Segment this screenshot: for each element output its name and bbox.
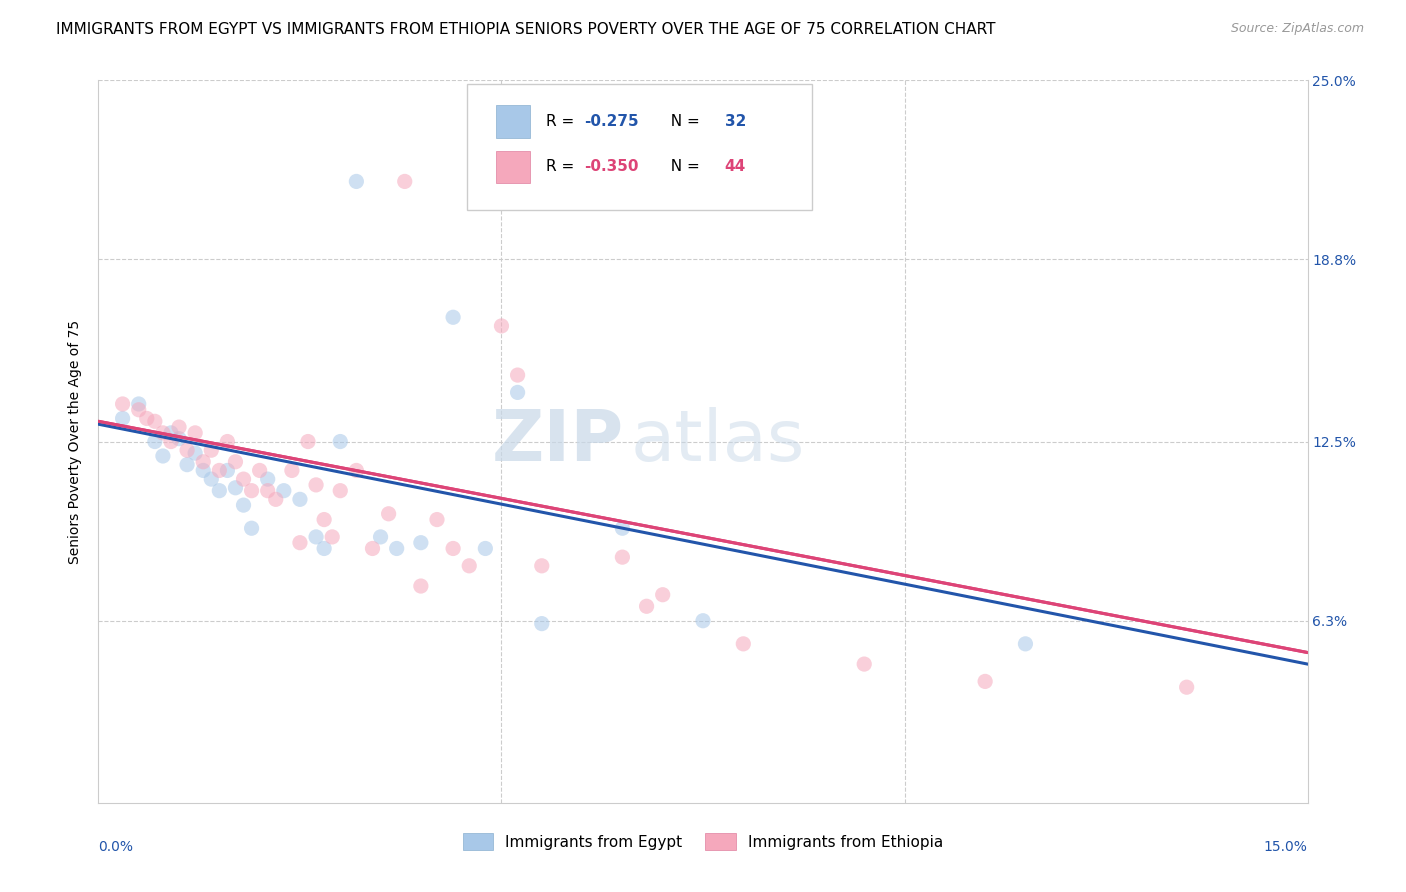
Point	[224, 455, 246, 469]
Point	[184, 425, 207, 440]
Point	[692, 614, 714, 628]
Point	[530, 558, 553, 573]
Point	[193, 463, 215, 477]
Point	[176, 443, 198, 458]
Point	[370, 530, 392, 544]
Point	[240, 521, 263, 535]
Point	[1175, 680, 1198, 694]
Point	[361, 541, 384, 556]
Point	[344, 174, 367, 188]
Point	[167, 432, 190, 446]
Point	[184, 446, 207, 460]
Point	[305, 530, 328, 544]
Point	[217, 463, 239, 477]
Point	[264, 492, 287, 507]
Point	[636, 599, 658, 614]
Point	[160, 434, 183, 449]
Point	[200, 472, 222, 486]
Text: -0.350: -0.350	[585, 160, 638, 175]
Point	[458, 558, 481, 573]
Point	[256, 472, 278, 486]
Text: N =: N =	[661, 114, 704, 129]
Point	[651, 588, 673, 602]
Point	[612, 521, 634, 535]
Point	[314, 512, 336, 526]
Point	[409, 579, 432, 593]
Point	[853, 657, 876, 671]
Point	[321, 530, 343, 544]
Point	[224, 481, 246, 495]
Text: N =: N =	[661, 160, 704, 175]
FancyBboxPatch shape	[496, 151, 530, 183]
Point	[200, 443, 222, 458]
Point	[733, 637, 755, 651]
Text: 32: 32	[724, 114, 747, 129]
Point	[152, 425, 174, 440]
Point	[530, 616, 553, 631]
Text: Source: ZipAtlas.com: Source: ZipAtlas.com	[1230, 22, 1364, 36]
FancyBboxPatch shape	[467, 84, 811, 211]
Point	[217, 434, 239, 449]
Text: ZIP: ZIP	[492, 407, 624, 476]
Point	[240, 483, 263, 498]
Point	[385, 541, 408, 556]
Text: R =: R =	[546, 114, 579, 129]
Point	[273, 483, 295, 498]
Point	[329, 483, 352, 498]
Point	[288, 492, 311, 507]
Text: 0.0%: 0.0%	[98, 840, 134, 855]
Point	[232, 498, 254, 512]
Text: atlas: atlas	[630, 407, 804, 476]
Point	[281, 463, 304, 477]
Point	[314, 541, 336, 556]
Point	[232, 472, 254, 486]
Point	[111, 411, 134, 425]
Point	[474, 541, 496, 556]
Point	[143, 434, 166, 449]
Point	[974, 674, 997, 689]
Point	[193, 455, 215, 469]
Text: -0.275: -0.275	[585, 114, 640, 129]
Text: 44: 44	[724, 160, 747, 175]
Point	[208, 483, 231, 498]
Point	[426, 512, 449, 526]
Point	[409, 535, 432, 549]
Point	[128, 397, 150, 411]
Point	[491, 318, 513, 333]
FancyBboxPatch shape	[496, 105, 530, 137]
Point	[143, 414, 166, 428]
Point	[506, 368, 529, 382]
Text: R =: R =	[546, 160, 579, 175]
Point	[208, 463, 231, 477]
Point	[128, 402, 150, 417]
Point	[506, 385, 529, 400]
Text: 15.0%: 15.0%	[1264, 840, 1308, 855]
Y-axis label: Seniors Poverty Over the Age of 75: Seniors Poverty Over the Age of 75	[69, 319, 83, 564]
Point	[377, 507, 399, 521]
Point	[160, 425, 183, 440]
Point	[297, 434, 319, 449]
Point	[305, 478, 328, 492]
Point	[152, 449, 174, 463]
Point	[441, 541, 464, 556]
Point	[1014, 637, 1036, 651]
Point	[329, 434, 352, 449]
Point	[135, 411, 157, 425]
Point	[167, 420, 190, 434]
Point	[288, 535, 311, 549]
Point	[394, 174, 416, 188]
Point	[176, 458, 198, 472]
Point	[111, 397, 134, 411]
Point	[612, 550, 634, 565]
Point	[256, 483, 278, 498]
Point	[249, 463, 271, 477]
Point	[441, 310, 464, 325]
Legend: Immigrants from Egypt, Immigrants from Ethiopia: Immigrants from Egypt, Immigrants from E…	[457, 827, 949, 856]
Point	[344, 463, 367, 477]
Text: IMMIGRANTS FROM EGYPT VS IMMIGRANTS FROM ETHIOPIA SENIORS POVERTY OVER THE AGE O: IMMIGRANTS FROM EGYPT VS IMMIGRANTS FROM…	[56, 22, 995, 37]
